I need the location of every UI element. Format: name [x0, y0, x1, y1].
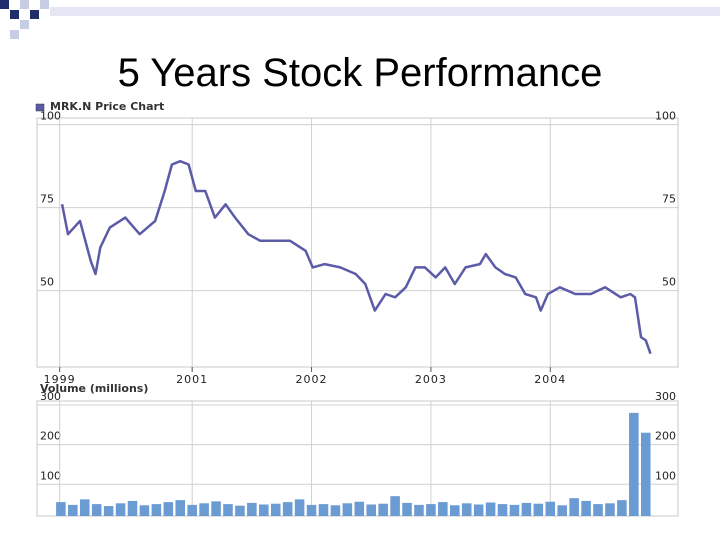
volume-bar — [103, 506, 114, 516]
volume-bar — [473, 504, 484, 516]
volume-bar — [557, 505, 567, 516]
volume-bar — [593, 504, 603, 516]
volume-bar — [211, 501, 221, 516]
x-tick-label: 2002 — [296, 373, 328, 386]
decor — [20, 20, 29, 29]
plot-area — [36, 400, 679, 517]
volume-bar — [617, 500, 627, 516]
volume-bar — [163, 502, 174, 516]
decor — [10, 30, 19, 39]
volume-bar — [247, 502, 257, 516]
volume-bar — [581, 500, 591, 516]
y-tick-label-right: 200 — [655, 430, 676, 443]
volume-bar — [56, 502, 66, 516]
decor — [0, 0, 9, 9]
volume-bar — [414, 504, 424, 516]
volume-bar — [294, 499, 305, 516]
volume-bar — [545, 501, 556, 516]
y-tick-label-right: 300 — [655, 390, 676, 403]
y-tick-label: 75 — [40, 193, 54, 206]
volume-bar — [569, 498, 579, 516]
volume-bar — [282, 502, 293, 516]
volume-bar — [115, 503, 126, 516]
x-tick-label: 2003 — [415, 373, 447, 386]
volume-bar — [640, 432, 651, 516]
y-tick-label: 100 — [40, 469, 61, 482]
volume-bar — [199, 503, 209, 516]
volume-bar — [342, 503, 353, 516]
y-tick-label-right: 50 — [662, 276, 676, 289]
x-tick-label: 1999 — [44, 373, 76, 386]
volume-bar — [509, 504, 520, 516]
x-tick-label: 2001 — [176, 373, 208, 386]
volume-bar — [151, 504, 162, 516]
y-tick-label-right: 100 — [655, 469, 676, 482]
volume-bar — [270, 503, 281, 516]
volume-bar — [390, 496, 400, 516]
volume-bar — [259, 504, 269, 516]
volume-bar — [79, 499, 90, 516]
decor — [40, 0, 49, 9]
volume-bar — [223, 504, 233, 516]
volume-bar — [533, 503, 544, 516]
decor — [10, 10, 19, 19]
volume-bar — [402, 502, 412, 516]
volume-bar — [378, 503, 388, 516]
volume-bar — [605, 503, 615, 516]
volume-bar — [521, 502, 532, 516]
decor — [50, 7, 720, 16]
y-tick-label: 300 — [40, 390, 61, 403]
volume-bar — [450, 505, 460, 516]
decor — [30, 10, 39, 19]
panel-title: Volume (millions) — [40, 382, 148, 395]
volume-bar — [497, 504, 508, 516]
x-tick-label: 2004 — [534, 373, 566, 386]
y-tick-label-right: 75 — [662, 193, 676, 206]
volume-bar — [235, 505, 245, 516]
volume-bar — [366, 504, 377, 516]
volume-bar — [629, 412, 639, 516]
volume-bar — [91, 504, 102, 516]
y-tick-label: 50 — [40, 276, 54, 289]
y-tick-label: 200 — [40, 430, 61, 443]
volume-bar — [461, 503, 472, 516]
legend-icon — [35, 103, 45, 112]
price-line — [60, 159, 652, 355]
volume-bar — [187, 504, 197, 516]
volume-bar — [485, 502, 496, 516]
decor — [20, 0, 29, 9]
volume-bar — [438, 502, 448, 516]
volume-bar — [330, 505, 341, 516]
volume-bar — [175, 500, 186, 516]
volume-bar — [139, 505, 150, 516]
slide-title: 5 Years Stock Performance — [118, 51, 603, 95]
volume-bar — [318, 504, 329, 516]
volume-bar — [68, 504, 78, 516]
y-tick-label: 100 — [40, 110, 61, 123]
volume-bar — [127, 500, 138, 516]
volume-bar — [354, 501, 365, 516]
panel-title: MRK.N Price Chart — [50, 100, 164, 113]
volume-bar — [426, 504, 436, 516]
volume-bar — [306, 504, 317, 516]
plot-area — [36, 117, 679, 368]
y-tick-label-right: 100 — [655, 110, 676, 123]
